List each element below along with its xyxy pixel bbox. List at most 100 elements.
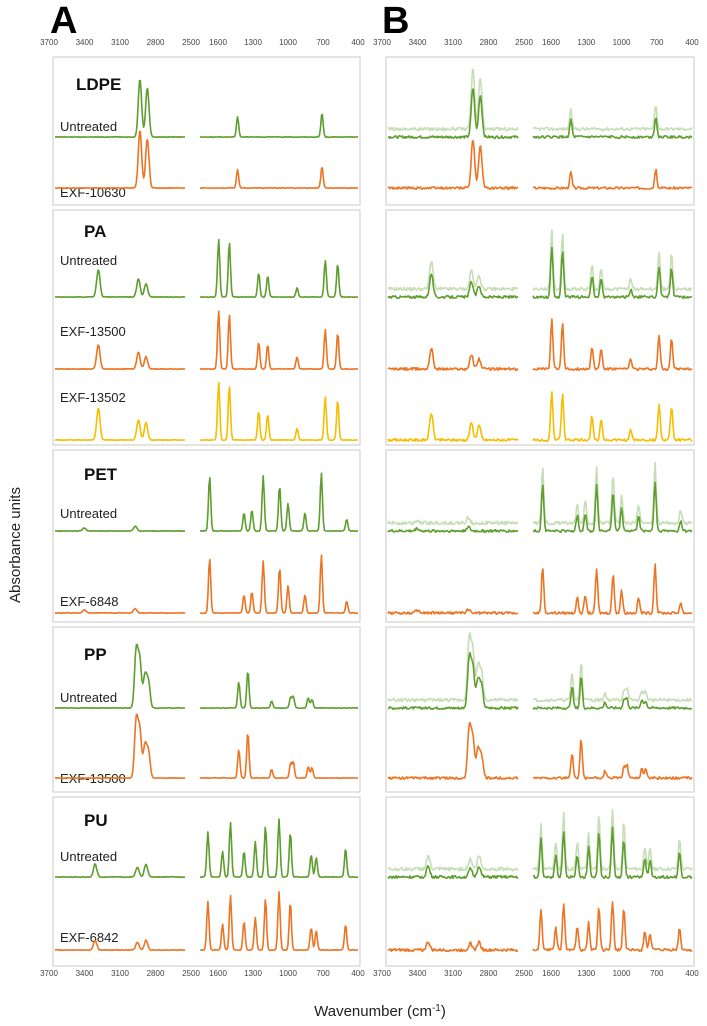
series-line-pet-exf-6848 — [532, 563, 693, 616]
series-line-pa-exf-13500 — [199, 310, 359, 371]
tick-label-b-top: 3700 — [373, 38, 391, 47]
series-line-ldpe-exf-10630 — [387, 140, 519, 190]
series-line-pet-untreated — [54, 525, 186, 533]
tick-label-a-bottom: 1300 — [244, 969, 262, 978]
sample-label: Untreated — [60, 690, 117, 705]
panel-b-frame-pp — [385, 626, 695, 793]
x-axis-title-close: ) — [441, 1003, 446, 1020]
series-line-pp-untreated — [388, 651, 519, 710]
series-line-pu-exf-6842 — [387, 940, 518, 953]
x-axis-title-sup: -1 — [432, 1003, 441, 1014]
series-line-replicate — [532, 664, 693, 703]
tick-label-b-top: 1000 — [613, 38, 631, 47]
panel-a-frame-pa — [52, 209, 361, 446]
tick-label-a-bottom: 400 — [351, 969, 365, 978]
tick-label-a-bottom: 1000 — [279, 969, 297, 978]
series-line-pa-untreated — [54, 269, 186, 299]
tick-label-a-top: 1600 — [209, 38, 227, 47]
panel-a-frame-pet — [52, 449, 361, 623]
polymer-label-pp: PP — [84, 645, 107, 664]
tick-label-a-top: 3700 — [40, 38, 58, 47]
x-axis-title: Wavenumber (cm-1) — [314, 1003, 446, 1020]
panel-b-frame-pa — [385, 209, 695, 446]
panel-a-frame-ldpe — [52, 56, 361, 206]
tick-label-b-bottom: 3100 — [444, 969, 462, 978]
series-line-pa-untreated — [387, 273, 519, 300]
series-line-replicate — [532, 808, 693, 872]
tick-label-b-top: 1600 — [542, 38, 560, 47]
series-line-pp-exf-13500 — [387, 721, 519, 780]
tick-label-b-top: 700 — [650, 38, 664, 47]
sample-label: EXF-13500 — [60, 324, 126, 339]
series-line-ldpe-exf-10630 — [199, 167, 359, 190]
series-line-pa-exf-13502 — [532, 391, 693, 442]
tick-label-a-bottom: 2500 — [182, 969, 200, 978]
series-line-ldpe-untreated — [199, 113, 359, 139]
tick-label-b-bottom: 1600 — [542, 969, 560, 978]
panel-b-frame-ldpe — [385, 56, 695, 206]
tick-label-a-bottom: 3400 — [76, 969, 94, 978]
series-line-replicate — [387, 515, 519, 526]
series-line-ldpe-untreated — [54, 79, 185, 139]
series-line-replicate — [387, 68, 519, 132]
tick-label-a-top: 700 — [316, 38, 330, 47]
tick-label-a-bottom: 2800 — [147, 969, 165, 978]
series-line-replicate — [387, 854, 519, 872]
sample-label: Untreated — [60, 253, 117, 268]
tick-label-b-bottom: 400 — [685, 969, 699, 978]
series-line-pu-untreated — [532, 826, 693, 880]
plot-area: 3700 3400 3100 2800 2500 1600 1300 1000 700 400 37… — [40, 38, 699, 978]
tick-label-b-top: 400 — [685, 38, 699, 47]
series-line-pet-exf-6848 — [387, 608, 519, 616]
series-line-ldpe-untreated — [387, 88, 519, 139]
series-line-replicate — [532, 229, 693, 292]
tick-label-a-top: 2800 — [147, 38, 165, 47]
series-line-ldpe-exf-10630 — [54, 130, 186, 190]
panel-b-frame-pu — [385, 796, 695, 967]
series-line-pet-untreated — [533, 481, 693, 534]
tick-label-b-bottom: 700 — [650, 969, 664, 978]
tick-label-b-top: 2500 — [515, 38, 533, 47]
sample-label: Untreated — [60, 506, 117, 521]
panel-a-frame-pp — [52, 626, 361, 793]
tick-label-a-bottom: 1600 — [209, 969, 227, 978]
tick-label-b-bottom: 1300 — [577, 969, 595, 978]
series-line-pp-exf-13500 — [199, 734, 359, 780]
series-line-pp-untreated — [532, 677, 693, 710]
series-line-pp-untreated — [55, 643, 186, 710]
series-line-pp-exf-13500 — [54, 713, 186, 780]
series-line-pu-untreated — [54, 863, 186, 879]
tick-label-b-bottom: 1000 — [613, 969, 631, 978]
series-line-pet-exf-6848 — [199, 554, 359, 615]
series-line-pp-untreated — [199, 672, 359, 710]
series-line-pa-exf-13500 — [387, 348, 519, 372]
series-line-pa-untreated — [199, 238, 359, 299]
tick-label-b-top: 3400 — [409, 38, 427, 47]
y-axis-title: Absorbance units — [7, 487, 24, 603]
series-line-pu-exf-6842 — [199, 891, 359, 952]
tick-label-b-bottom: 3400 — [409, 969, 427, 978]
series-line-ldpe-untreated — [532, 117, 693, 139]
series-line-pa-exf-13502 — [55, 407, 185, 442]
series-line-pu-untreated — [200, 818, 358, 879]
series-line-pu-exf-6842 — [54, 939, 186, 952]
panel-b-frame-pet — [385, 449, 695, 623]
panel-a-frame-pu — [52, 796, 361, 967]
tick-label-b-bottom: 3700 — [373, 969, 391, 978]
series-line-pet-untreated — [387, 525, 519, 534]
tick-label-b-top: 3100 — [444, 38, 462, 47]
polymer-label-pu: PU — [84, 811, 108, 830]
panel-label-a: A — [50, 0, 77, 42]
tick-label-a-bottom: 700 — [316, 969, 330, 978]
sample-label: EXF-6842 — [60, 930, 119, 945]
sample-label: EXF-6848 — [60, 594, 119, 609]
tick-label-a-top: 2500 — [182, 38, 200, 47]
polymer-label-ldpe: LDPE — [76, 75, 121, 94]
series-line-pa-untreated — [532, 246, 693, 300]
series-line-pet-exf-6848 — [54, 607, 186, 615]
series-line-replicate — [387, 260, 519, 292]
polymer-label-pet: PET — [84, 465, 118, 484]
tick-label-a-bottom: 3700 — [40, 969, 58, 978]
series-line-pa-exf-13500 — [532, 318, 693, 372]
